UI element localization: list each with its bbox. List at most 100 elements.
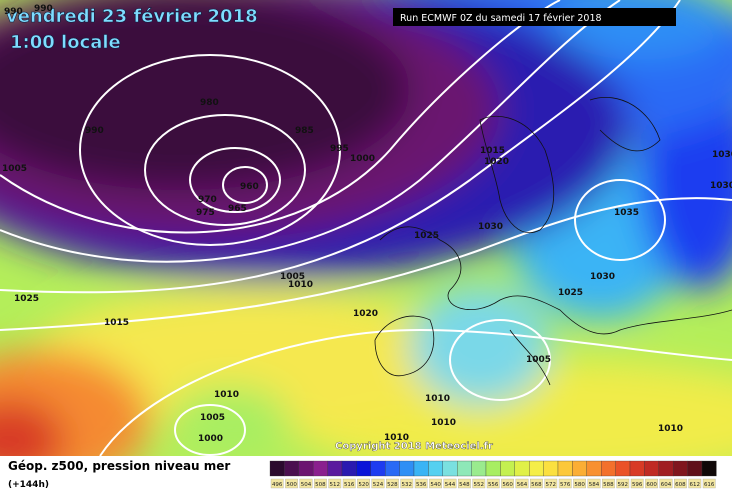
colorbar-label-box: [659, 478, 673, 489]
colorbar-label-box: [674, 478, 687, 489]
isobar-label: 990: [34, 4, 53, 14]
colorbar-swatch: [370, 460, 386, 477]
colorbar-label: 596: [632, 482, 643, 488]
colorbar-label-box: [573, 478, 586, 489]
colorbar-label: 504: [301, 482, 312, 488]
isobar-label: 1015: [104, 318, 129, 328]
colorbar-label: 584: [589, 482, 600, 488]
colorbar-label-box: [270, 478, 284, 489]
colorbar-label: 572: [546, 482, 557, 488]
colorbar-label: 520: [358, 482, 369, 488]
colorbar-label: 512: [330, 482, 341, 488]
isobar-label: 1020: [353, 309, 378, 319]
colorbar-swatch: [629, 460, 645, 477]
isobar-label: 1000: [350, 154, 375, 164]
colorbar-swatch: [485, 460, 501, 477]
colorbar-label-box: [342, 478, 356, 489]
colorbar-label: 500: [286, 482, 297, 488]
colorbar-label-box: [414, 478, 428, 489]
footer-step: (+144h): [8, 480, 49, 490]
colorbar-swatch: [385, 460, 400, 477]
isobar-label: 1020: [484, 157, 509, 167]
isobar-label: 990: [4, 7, 23, 17]
colorbar-label: 540: [430, 482, 441, 488]
isobar-label: 975: [196, 208, 215, 218]
colorbar-swatch: [687, 460, 703, 477]
colorbar-label: 580: [574, 482, 585, 488]
colorbar-swatch: [457, 460, 472, 477]
isobar-label: 1030: [712, 150, 732, 160]
footer-title: Géop. z500, pression niveau mer: [8, 459, 230, 473]
map-date: vendredi 23 février 2018: [6, 6, 258, 27]
isobar-label: 1005: [526, 355, 551, 365]
colorbar-label-box: [602, 478, 615, 489]
colorbar-swatch: [399, 460, 415, 477]
colorbar-swatch: [514, 460, 530, 477]
colorbar-swatch: [341, 460, 357, 477]
colorbar-swatch: [644, 460, 659, 477]
colorbar-label: 564: [517, 482, 528, 488]
isobar-label: 1010: [425, 394, 450, 404]
colorbar-label-box: [371, 478, 385, 489]
colorbar-label-box: [328, 478, 342, 489]
colorbar-label-box: [458, 478, 471, 489]
colorbar-label: 548: [459, 482, 470, 488]
colorbar-swatch: [557, 460, 573, 477]
colorbar-label-box: [544, 478, 558, 489]
colorbar-swatch: [500, 460, 515, 477]
isobar-label: 990: [85, 126, 104, 136]
colorbar-label: 604: [661, 482, 672, 488]
colorbar-label-box: [630, 478, 644, 489]
isobar-label: 1005: [2, 164, 27, 174]
colorbar-swatch: [601, 460, 616, 477]
map-time: 1:00 locale: [10, 32, 121, 53]
isobar-label: 1005: [280, 272, 305, 282]
colorbar-label: 600: [646, 482, 657, 488]
colorbar-swatch: [471, 460, 487, 477]
colorbar-label-box: [587, 478, 601, 489]
isobar-label: 1025: [558, 288, 583, 298]
colorbar-swatch: [356, 460, 371, 477]
colorbar-label-box: [472, 478, 486, 489]
isobar-label: 1030: [478, 222, 503, 232]
run-info: Run ECMWF 0Z du samedi 17 février 2018: [400, 13, 602, 24]
colorbar-label: 496: [272, 482, 283, 488]
isobar-label: 1025: [414, 231, 439, 241]
colorbar-swatch: [428, 460, 443, 477]
isobar-label: 1010: [214, 390, 239, 400]
colorbar-label: 536: [416, 482, 427, 488]
isobar-label: 1005: [200, 413, 225, 423]
isobar-label: 1000: [198, 434, 223, 444]
isobar-label: 1015: [480, 146, 505, 156]
run-box: [393, 8, 676, 26]
colorbar-label: 560: [502, 482, 513, 488]
isobar-label: 995: [330, 144, 349, 154]
isobar-label: 1010: [431, 418, 456, 428]
colorbar-label: 568: [531, 482, 542, 488]
isobar-label: 985: [295, 126, 314, 136]
isobar-label: 965: [228, 204, 247, 214]
colorbar-label: 508: [315, 482, 326, 488]
colorbar-label: 608: [675, 482, 686, 488]
colorbar-label: 524: [373, 482, 384, 488]
colorbar-label-box: [357, 478, 370, 489]
colorbar-swatch: [313, 460, 328, 477]
colorbar-swatch: [543, 460, 559, 477]
colorbar-label-box: [645, 478, 658, 489]
colorbar-label: 576: [560, 482, 571, 488]
colorbar-label-box: [400, 478, 414, 489]
colorbar-label: 612: [690, 482, 701, 488]
colorbar-swatch: [673, 460, 688, 477]
colorbar-label: 592: [618, 482, 629, 488]
colorbar-swatch: [586, 460, 602, 477]
colorbar-swatch: [529, 460, 544, 477]
isobar-label: 1010: [288, 280, 313, 290]
colorbar-label-box: [558, 478, 572, 489]
copyright: Copyright 2018 Meteociel.fr: [335, 441, 493, 452]
colorbar-label-box: [443, 478, 457, 489]
isobar-label: 1030: [710, 181, 732, 191]
colorbar-label-box: [314, 478, 327, 489]
colorbar-swatch: [615, 460, 631, 477]
